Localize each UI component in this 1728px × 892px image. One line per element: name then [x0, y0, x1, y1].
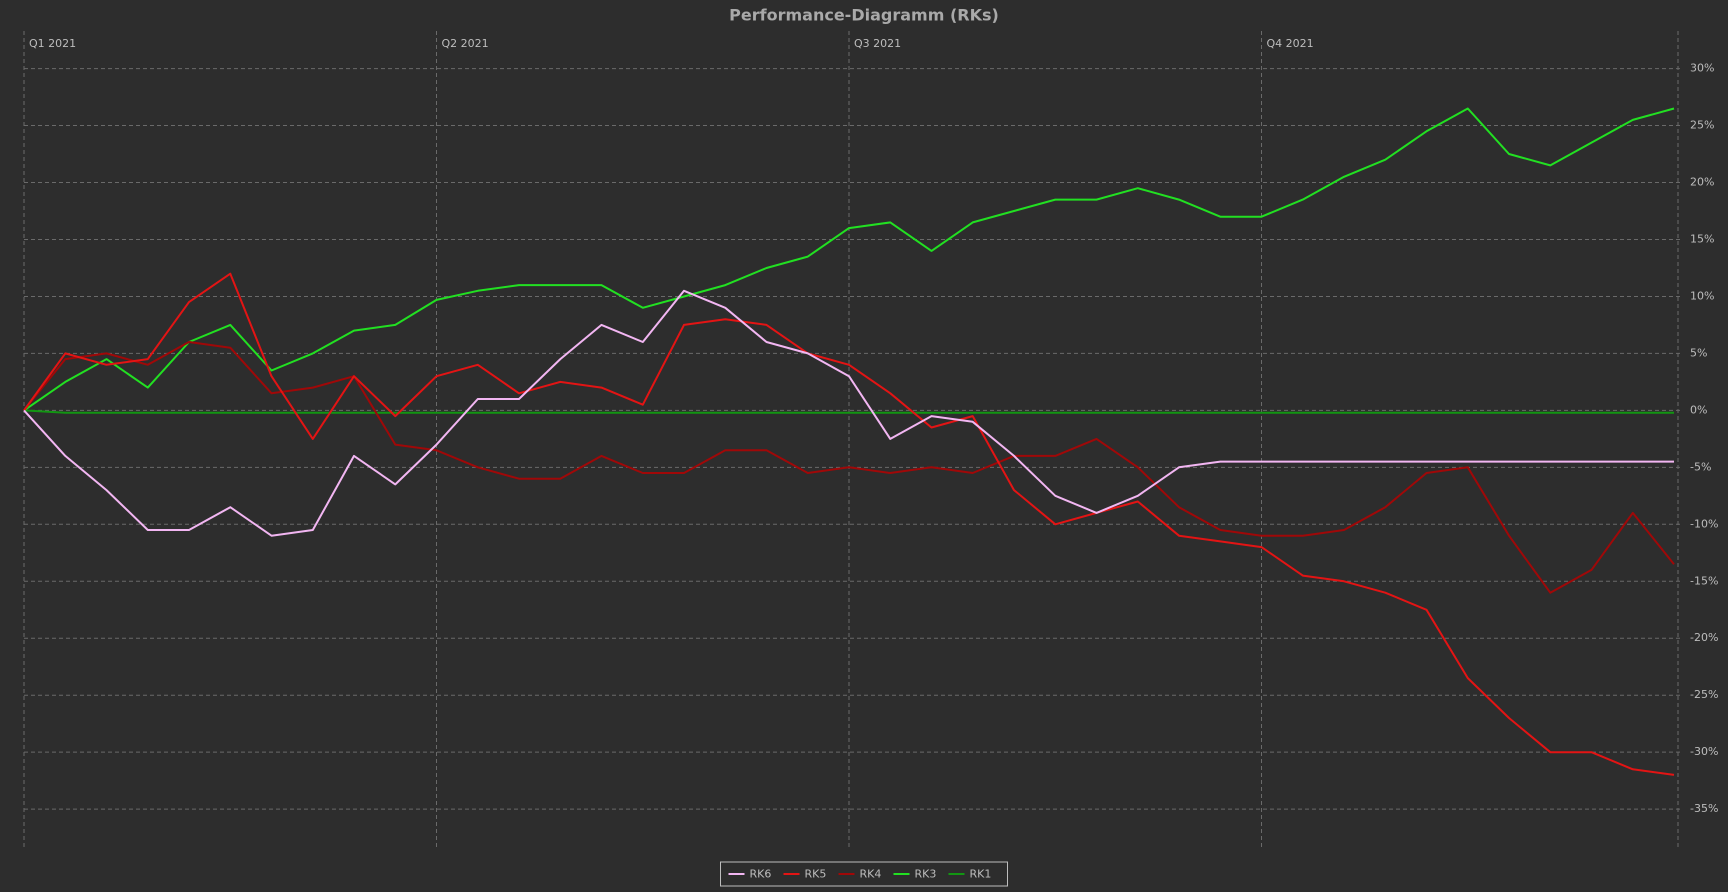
legend-label: RK4: [860, 868, 882, 881]
y-tick-label: 15%: [1690, 232, 1714, 245]
x-tick-label: Q3 2021: [854, 37, 901, 50]
x-tick-label: Q4 2021: [1267, 37, 1314, 50]
y-tick-label: -15%: [1690, 574, 1718, 587]
x-tick-label: Q2 2021: [442, 37, 489, 50]
legend-label: RK1: [970, 868, 992, 881]
x-tick-label: Q1 2021: [29, 37, 76, 50]
y-tick-label: -35%: [1690, 802, 1718, 815]
series-line: [23, 341, 1675, 594]
series-line: [23, 272, 1675, 776]
legend-label: RK6: [750, 868, 772, 881]
legend-label: RK5: [805, 868, 827, 881]
y-tick-label: 10%: [1690, 289, 1714, 302]
y-tick-label: 30%: [1690, 62, 1714, 75]
y-tick-label: -25%: [1690, 688, 1718, 701]
series-line: [23, 409, 1674, 414]
y-tick-label: 5%: [1690, 346, 1707, 359]
y-tick-label: -20%: [1690, 631, 1718, 644]
y-tick-label: 25%: [1690, 119, 1714, 132]
legend: RK6 RK5 RK4 RK3 RK1: [720, 861, 1008, 887]
y-tick-label: -30%: [1690, 745, 1718, 758]
y-tick-label: -10%: [1690, 517, 1718, 530]
y-tick-label: 20%: [1690, 176, 1714, 189]
y-tick-label: -5%: [1690, 460, 1711, 473]
chart-title: Performance-Diagramm (RKs): [729, 6, 999, 25]
series-line: [23, 289, 1674, 537]
y-tick-label: 0%: [1690, 403, 1707, 416]
legend-label: RK3: [915, 868, 937, 881]
series-line: [23, 107, 1675, 412]
